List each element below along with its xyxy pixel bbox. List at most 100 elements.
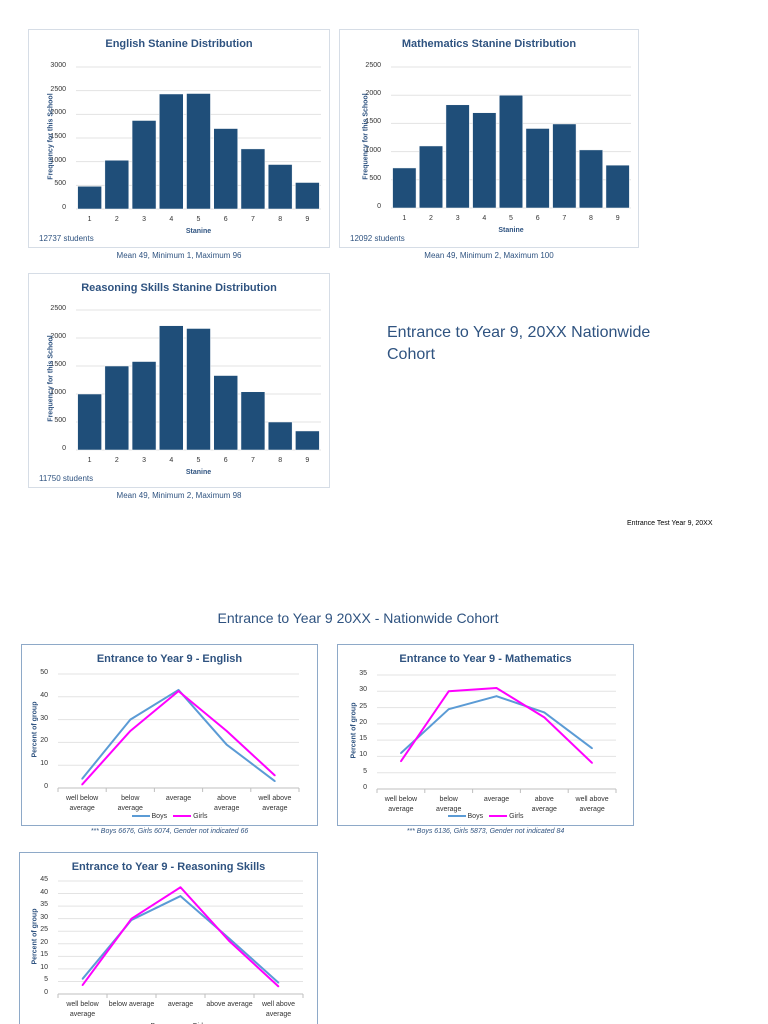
y-tick-label: 0 [377,203,381,210]
legend-swatch [447,815,466,818]
y-tick-label: 0 [363,784,367,791]
data-point-boys [495,695,498,697]
data-point-boys [591,747,593,750]
y-tick-label: 20 [40,737,48,745]
y-tick-label: 40 [40,888,48,896]
chart-title: Entrance to Year 9 - English [96,653,243,665]
legend-label: Boys [467,813,484,820]
y-tick-label: 0 [62,445,66,452]
y-tick-label: 2000 [50,109,66,117]
x-tick-label: 1 [87,457,92,464]
data-point-boys [228,937,231,940]
bar-stanine-6 [525,128,550,209]
bar-stanine-7 [552,123,577,209]
bar-stanine-4 [159,325,184,451]
data-point-boys [543,711,546,714]
plot-area [376,674,617,793]
bar-stanine-5 [186,93,211,210]
x-tick-label: 9 [305,457,310,464]
data-point-girls [274,774,276,777]
y-tick-label: 1500 [50,361,66,368]
y-tick-label: 0 [44,783,48,790]
legend: Boys Girls [338,813,633,820]
x-tick-label: 2 [114,216,119,223]
legend-item-boys: Boys [447,813,484,820]
y-axis-label: Percent of group [31,908,39,965]
x-tick-label: 4 [169,457,174,464]
x-tick-label: 7 [250,216,255,223]
x-tick-label: 9 [615,215,620,222]
x-tick-label: 1 [87,216,92,223]
chart-footnote: *** Boys 6136, Girls 5873, Gender not in… [406,828,565,835]
data-point-boys [179,895,182,897]
series-line-girls [81,690,276,786]
x-tick-label: 8 [589,215,593,222]
legend-swatch [173,815,192,818]
y-tick-label: 10 [359,751,367,759]
x-tick-label: 6 [223,216,228,223]
legend-item-girls: Girls [489,813,523,820]
bar-stanine-1 [77,186,102,210]
student-count: 12737 students [39,234,94,243]
data-point-boys [129,718,132,721]
y-axis-label: Frequency for this School [47,335,55,422]
data-point-girls [277,985,280,988]
page-label: Entrance Test Year 9, 20XX [627,520,713,527]
series-line-boys [81,688,276,782]
series-line-boys [400,695,593,754]
chart-title: Entrance to Year 9 - Reasoning Skills [71,861,266,873]
bar-stanine-3 [131,361,157,451]
data-point-girls [400,760,402,763]
x-tick-label: 2 [114,457,119,464]
bar-stanine-7 [240,391,266,451]
y-tick-label: 45 [40,876,48,883]
bar-stanine-5 [499,94,523,209]
bar-chart-2: Mathematics Stanine Distribution 0 500 1000… [339,29,639,248]
x-tick-label: 3 [142,216,146,223]
x-tick-label: 6 [535,215,540,222]
y-tick-label: 500 [54,417,66,424]
x-tick-label: 4 [169,216,174,223]
y-tick-label: 5 [363,767,367,775]
chart-title: Reasoning Skills Stanine Distribution [81,282,277,294]
chart-caption: Mean 49, Minimum 2, Maximum 100 [424,251,554,260]
y-tick-label: 2500 [50,305,66,312]
data-point-girls [177,690,180,692]
bar-stanine-4 [159,93,184,210]
bar-stanine-9 [295,182,320,210]
data-point-girls [129,730,132,732]
plot-area [57,880,304,998]
data-point-girls [81,783,83,786]
data-point-girls [447,690,450,693]
x-axis-label: Stanine [185,228,212,235]
data-point-girls [130,917,133,920]
y-tick-label: 20 [40,938,48,946]
y-tick-label: 2000 [365,90,381,98]
bar-stanine-8 [579,149,603,209]
y-tick-label: 35 [359,670,367,677]
x-tick-label: 2 [429,215,433,222]
y-tick-label: 1000 [50,389,66,396]
y-tick-label: 10 [40,963,48,971]
x-tick-label: 8 [278,457,283,464]
y-tick-label: 2500 [50,85,66,93]
data-point-boys [400,752,402,754]
chart-title: English Stanine Distribution [105,38,253,50]
y-tick-label: 500 [369,174,381,182]
plot-area [57,673,300,792]
x-tick-label: 3 [455,215,460,222]
x-tick-label: 3 [142,457,146,464]
bar-stanine-7 [240,148,266,210]
x-tick-label: 7 [562,215,567,222]
x-tick-label: 6 [223,457,228,464]
x-category-label: well above average [258,795,292,812]
legend-swatch [131,815,150,818]
y-tick-label: 30 [40,913,48,921]
y-tick-label: 40 [40,691,48,699]
y-tick-label: 25 [359,702,367,710]
data-point-boys [81,778,83,780]
y-tick-label: 15 [359,735,367,743]
y-tick-label: 3000 [50,62,66,69]
bar-stanine-4 [472,112,497,209]
